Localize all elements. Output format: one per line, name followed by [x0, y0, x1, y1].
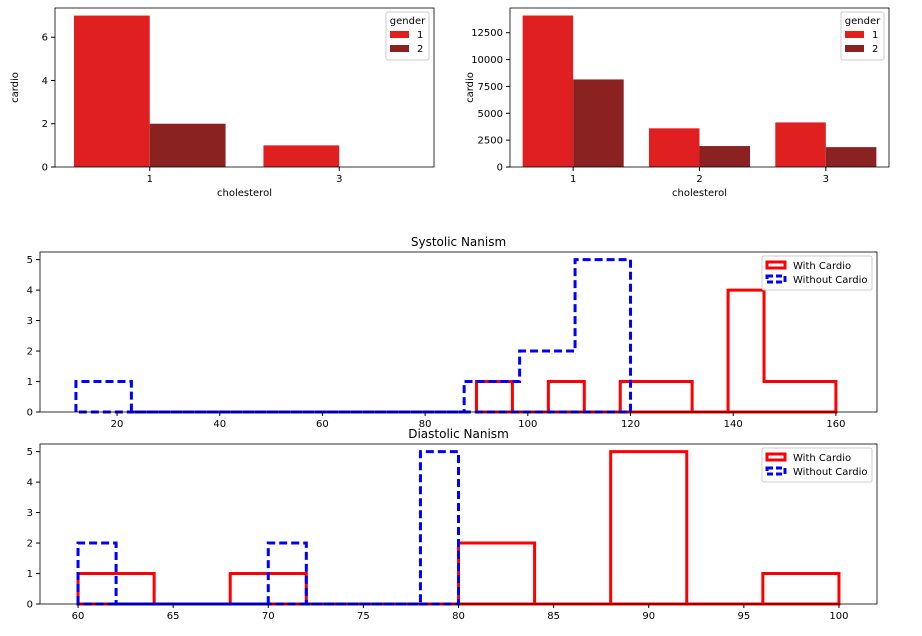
systolic-chart-xtick-label-1: 40 [213, 419, 226, 430]
systolic-chart-ytick-label-2: 2 [27, 347, 33, 358]
systolic-chart-xtick-label-7: 160 [826, 419, 845, 430]
diastolic-chart-title: Diastolic Nanism [408, 427, 509, 441]
diastolic-chart-hist-without-cardio [76, 450, 460, 606]
cholesterol-chart-right-bar-s1-c1 [699, 146, 751, 167]
cholesterol-chart-right-ytick-label-4: 10000 [471, 55, 503, 66]
diastolic-chart-xtick-label-2: 70 [262, 611, 275, 622]
cholesterol-chart-left-ytick-label-0: 0 [42, 163, 48, 174]
cholesterol-chart-left-frame [54, 7, 435, 168]
cholesterol-chart-left-legend-swatch-1 [390, 45, 409, 52]
diastolic-chart-ytick-label-5: 5 [27, 447, 33, 458]
cholesterol-chart-left-xlabel: cholesterol [217, 188, 272, 199]
cholesterol-chart-left-bar-s0-c1 [263, 145, 340, 167]
cholesterol-chart-right-legend-title: gender [845, 16, 881, 27]
diastolic-chart-ytick-label-0: 0 [27, 600, 33, 611]
cholesterol-chart-left-ytick-label-3: 6 [42, 33, 48, 44]
diastolic-chart-legend-label-1: Without Cardio [793, 467, 868, 478]
cholesterol-chart-left-ytick-label-1: 2 [42, 119, 48, 130]
cholesterol-chart-right-ytick-label-2: 5000 [478, 109, 503, 120]
systolic-chart-legend-swatch-0 [765, 260, 787, 270]
cholesterol-chart-right-bar-s0-c1 [648, 128, 700, 167]
systolic-chart-title: Systolic Nanism [411, 235, 506, 249]
systolic-chart-xtick-label-4: 100 [518, 419, 537, 430]
cholesterol-chart-right-legend-label-0: 1 [872, 30, 878, 41]
cholesterol-chart-right-bar-s0-c2 [775, 122, 826, 167]
cholesterol-chart-right-ytick-label-3: 7500 [478, 82, 503, 93]
diastolic-chart-xtick-label-3: 75 [357, 611, 370, 622]
diastolic-chart-legend [761, 447, 873, 483]
cholesterol-chart-right-xtick-label-0: 1 [570, 174, 576, 185]
cholesterol-chart-right-xtick-label-1: 2 [696, 174, 702, 185]
diastolic-chart-xtick-label-1: 65 [167, 611, 180, 622]
systolic-chart-legend-swatch-1 [765, 274, 787, 284]
systolic-chart-xtick-label-5: 120 [621, 419, 640, 430]
diastolic-chart-frame [39, 443, 878, 605]
cholesterol-chart-right-legend-swatch-0 [845, 31, 864, 38]
diastolic-chart-legend-swatch-1 [765, 466, 787, 476]
systolic-chart-ytick-label-3: 3 [27, 316, 33, 327]
cholesterol-chart-left-legend-title: gender [390, 16, 426, 27]
diastolic-chart-legend-swatch-0 [765, 452, 787, 462]
systolic-chart-xtick-label-6: 140 [724, 419, 743, 430]
diastolic-chart-xtick-label-0: 60 [72, 611, 85, 622]
cholesterol-chart-left-legend-swatch-0 [390, 31, 409, 38]
cholesterol-chart-right-legend-swatch-1 [845, 45, 864, 52]
systolic-chart-frame [39, 251, 878, 413]
cholesterol-chart-left-xtick-label-0: 1 [147, 174, 153, 185]
diastolic-chart-xtick-label-5: 85 [547, 611, 560, 622]
cholesterol-chart-right-frame [509, 7, 890, 168]
systolic-chart-xtick-label-2: 60 [316, 419, 329, 430]
diastolic-chart-xtick-label-7: 95 [737, 611, 750, 622]
cholesterol-chart-left-bar-s0-c0 [73, 15, 150, 168]
cholesterol-chart-right-bar-s1-c0 [573, 79, 624, 167]
cholesterol-chart-left-xtick-label-1: 3 [336, 174, 342, 185]
cholesterol-chart-right-ylabel: cardio [465, 72, 476, 103]
systolic-chart-ytick-label-0: 0 [27, 408, 33, 419]
cholesterol-chart-right-ytick-label-1: 2500 [478, 136, 503, 147]
diastolic-chart-ytick-label-2: 2 [27, 539, 33, 550]
systolic-chart-xtick-label-3: 80 [419, 419, 432, 430]
cholesterol-chart-right-bar-s1-c2 [825, 147, 877, 167]
diastolic-chart-xtick-label-8: 100 [829, 611, 848, 622]
cholesterol-chart-right-ytick-label-5: 12500 [471, 28, 503, 39]
cholesterol-chart-right-ytick-label-0: 0 [497, 163, 503, 174]
systolic-chart-ytick-label-5: 5 [27, 255, 33, 266]
diastolic-chart-legend-label-0: With Cardio [793, 453, 851, 464]
systolic-chart-xtick-label-0: 20 [111, 419, 124, 430]
cholesterol-chart-right-xtick-label-2: 3 [823, 174, 829, 185]
diastolic-chart-ytick-label-1: 1 [27, 569, 33, 580]
systolic-chart-ytick-label-4: 4 [27, 286, 33, 297]
cholesterol-chart-right-bar-s0-c0 [522, 15, 574, 168]
cholesterol-chart-left-legend-label-0: 1 [417, 30, 423, 41]
diastolic-chart-xtick-label-6: 90 [642, 611, 655, 622]
systolic-chart-legend [761, 255, 873, 291]
diastolic-chart-xtick-label-4: 80 [452, 611, 465, 622]
cholesterol-chart-left-ylabel: cardio [10, 72, 21, 103]
cholesterol-chart-left-bar-s1-c0 [149, 123, 226, 167]
cholesterol-chart-left-legend-label-1: 2 [417, 44, 423, 55]
systolic-chart-legend-label-0: With Cardio [793, 261, 851, 272]
diastolic-chart-ytick-label-3: 3 [27, 508, 33, 519]
systolic-chart-ytick-label-1: 1 [27, 377, 33, 388]
diastolic-chart-ytick-label-4: 4 [27, 478, 33, 489]
cholesterol-chart-left-ytick-label-2: 4 [42, 76, 48, 87]
cholesterol-chart-right-legend-label-1: 2 [872, 44, 878, 55]
systolic-chart-legend-label-1: Without Cardio [793, 275, 868, 286]
cholesterol-chart-right-xlabel: cholesterol [672, 188, 727, 199]
